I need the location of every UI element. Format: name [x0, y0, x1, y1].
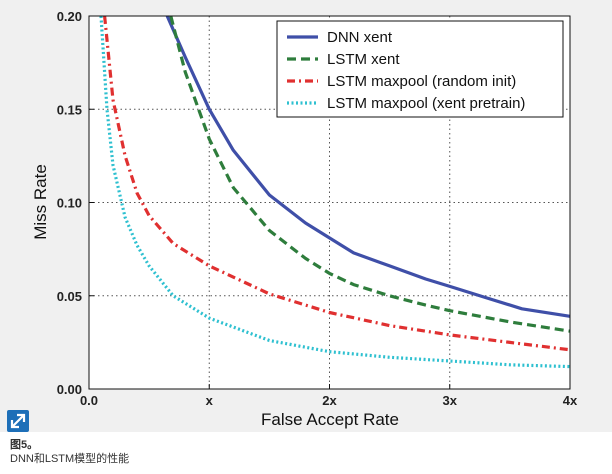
x-tick-label: 4x	[563, 393, 578, 408]
legend-box	[276, 20, 564, 118]
y-tick-label: 0.05	[57, 289, 82, 304]
series-line-4	[99, 15, 571, 369]
y-tick-label: 0.20	[57, 9, 82, 24]
ticks: 0.00 0.05 0.10 0.15 0.20 0.0 x 2x 3x 4x	[57, 9, 578, 408]
legend-label-4: LSTM maxpool (xent pretrain)	[327, 95, 525, 112]
figure-panel: 0.00 0.05 0.10 0.15 0.20 0.0 x 2x 3x 4x False Acc…	[0, 0, 612, 432]
legend: DNN xent LSTM xent LSTM maxpool (random in…	[276, 20, 564, 118]
x-axis-title: False Accept Rate	[261, 410, 399, 429]
series-line-2	[169, 15, 571, 333]
legend-label-1: DNN xent	[327, 29, 393, 46]
performance-chart: 0.00 0.05 0.10 0.15 0.20 0.0 x 2x 3x 4x False Acc…	[31, 9, 578, 429]
figure-label: 图5。	[10, 439, 39, 451]
legend-label-3: LSTM maxpool (random init)	[327, 73, 516, 90]
legend-label-2: LSTM xent	[327, 51, 400, 68]
x-tick-label: 0.0	[80, 393, 98, 408]
caption-text: DNN和LSTM模型的性能	[10, 453, 130, 465]
y-tick-label: 0.10	[57, 196, 82, 211]
x-tick-label: x	[206, 393, 214, 408]
series-lines	[99, 15, 571, 369]
expand-icon[interactable]	[7, 410, 29, 432]
series-line-1	[165, 15, 571, 318]
figure-caption: 图5。 DNN和LSTM模型的性能	[10, 438, 129, 466]
y-tick-label: 0.15	[57, 102, 82, 117]
x-tick-label: 3x	[443, 393, 458, 408]
y-tick-label: 0.00	[57, 382, 82, 397]
y-axis-title: Miss Rate	[31, 164, 50, 240]
x-tick-label: 2x	[322, 393, 337, 408]
